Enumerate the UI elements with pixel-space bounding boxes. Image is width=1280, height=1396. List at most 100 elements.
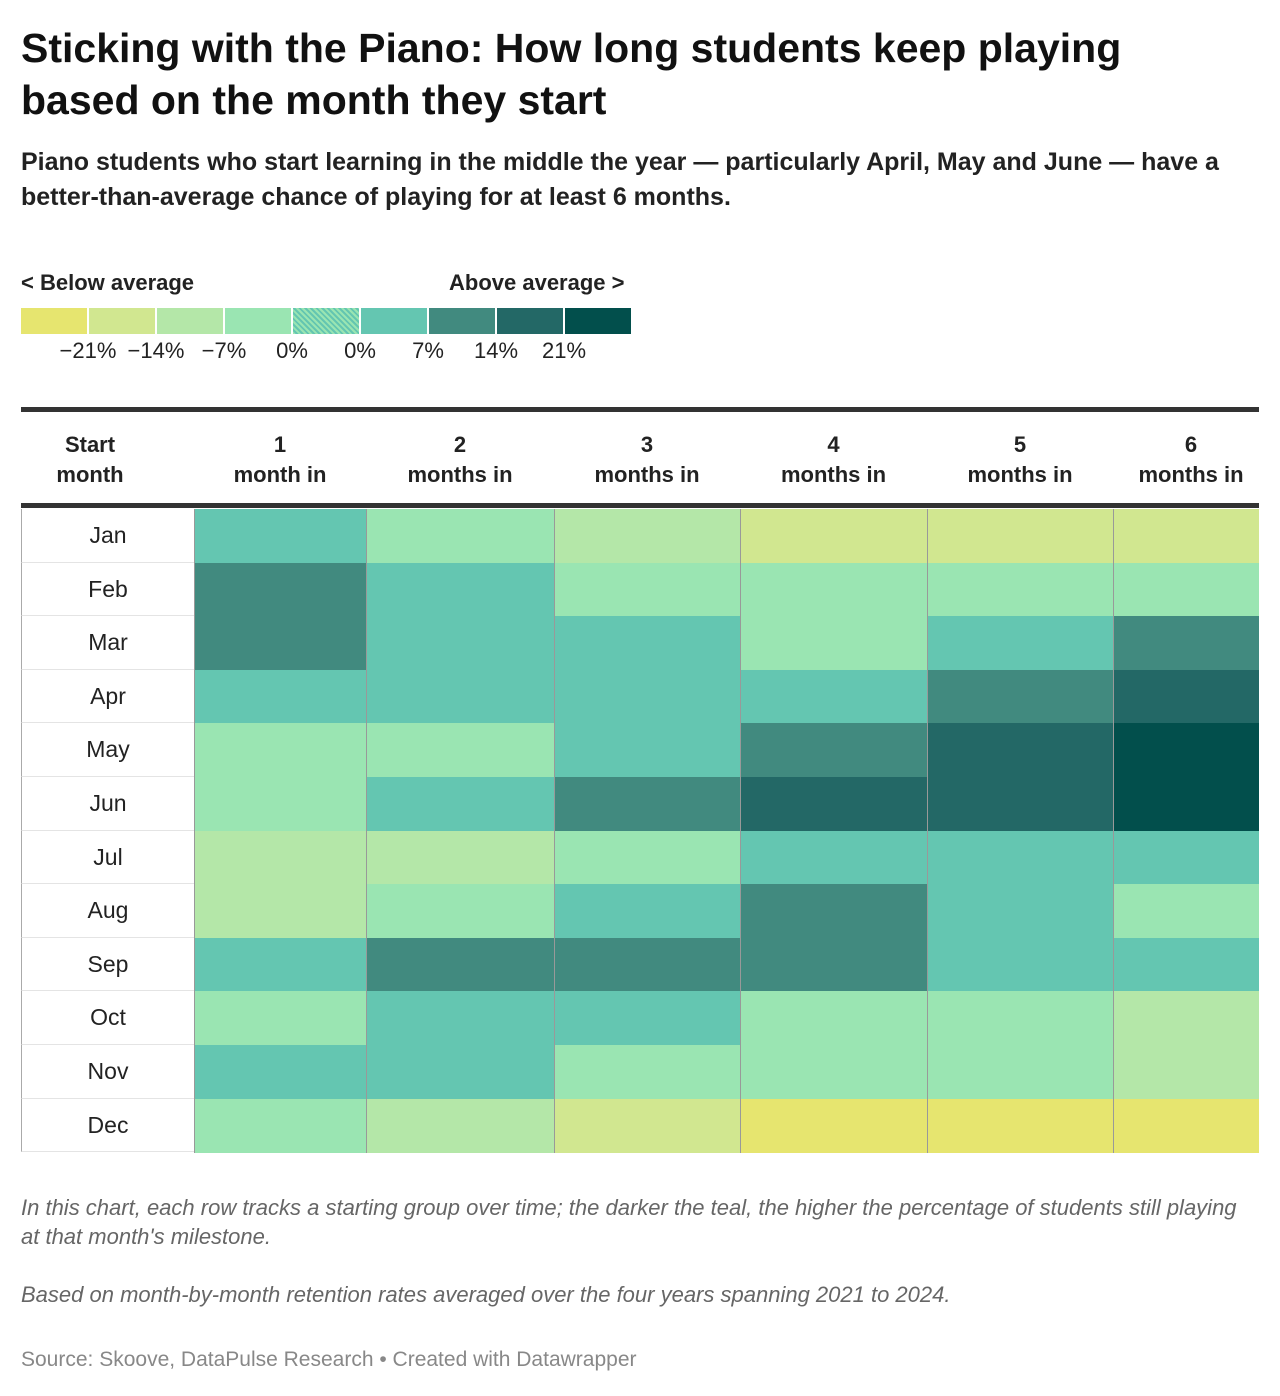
heatmap-cell [927, 777, 1113, 832]
legend-below-label: < Below average [21, 270, 195, 295]
legend-swatch [429, 308, 495, 334]
column-label: months in [967, 462, 1073, 487]
row-label: Mar [21, 616, 194, 670]
legend-tick: −7% [201, 338, 247, 363]
source-line: Source: Skoove, DataPulse Research • Cre… [21, 1348, 637, 1371]
heatmap-cell [554, 723, 740, 778]
column-label: months in [407, 462, 513, 487]
column-label: month in [233, 462, 327, 487]
note-method: Based on month-by-month retention rates … [21, 1282, 951, 1307]
legend-above-label: Above average > [449, 270, 625, 295]
heatmap-cell [194, 616, 366, 671]
heatmap-cell [194, 991, 366, 1046]
heatmap-cell [927, 1045, 1113, 1100]
heatmap-cell [194, 562, 366, 617]
heatmap-cell [554, 991, 740, 1046]
column-number: 1 [273, 432, 287, 457]
heatmap-cell [366, 1045, 554, 1100]
heatmap-cell [927, 1098, 1113, 1153]
legend-swatch [293, 308, 359, 334]
heatmap-cell [366, 1098, 554, 1153]
heatmap-cell [927, 669, 1113, 724]
legend-tick: −14% [127, 338, 185, 363]
column-header: 4 months in [740, 430, 927, 490]
legend-swatch [157, 308, 223, 334]
column-header: 6 months in [1113, 430, 1269, 490]
heatmap-cell [1113, 562, 1259, 617]
heatmap-cell [194, 723, 366, 778]
heatmap-cell [740, 509, 927, 564]
heatmap-cell [740, 669, 927, 724]
legend-swatch [89, 308, 155, 334]
heatmap-cell [1113, 509, 1259, 564]
heatmap-cell [554, 777, 740, 832]
heatmap-cell [740, 1045, 927, 1100]
heatmap-cell [194, 884, 366, 939]
heatmap-cell [194, 777, 366, 832]
column-header: 5 months in [927, 430, 1113, 490]
heatmap-cell [740, 991, 927, 1046]
legend-tick: 14% [473, 338, 519, 363]
heatmap-cell [1113, 830, 1259, 885]
heatmap-cell [1113, 777, 1259, 832]
heatmap-cell [1113, 616, 1259, 671]
legend-tick: 21% [541, 338, 587, 363]
color-legend [21, 308, 633, 334]
heatmap-cell [927, 991, 1113, 1046]
heatmap-cell [1113, 937, 1259, 992]
legend-swatch [361, 308, 427, 334]
heatmap-cell [194, 1098, 366, 1153]
heatmap-cell [554, 937, 740, 992]
heatmap-cell [927, 562, 1113, 617]
heatmap-cell [366, 830, 554, 885]
heatmap-cell [554, 884, 740, 939]
column-number: 6 [1184, 432, 1198, 457]
heatmap-cell [554, 562, 740, 617]
column-label: months in [594, 462, 700, 487]
chart-subtitle: Piano students who start learning in the… [21, 148, 1219, 211]
heatmap-cell [740, 1098, 927, 1153]
heatmap-cell [366, 884, 554, 939]
row-label: Jul [21, 830, 194, 885]
heatmap-cell [1113, 1098, 1259, 1153]
heatmap-cell [740, 616, 927, 671]
heatmap-cell [554, 669, 740, 724]
legend-tick: 0% [344, 338, 376, 363]
legend-swatch [565, 308, 631, 334]
header-start-month: Start month [56, 432, 124, 487]
row-label: Sep [21, 937, 194, 992]
heatmap-cell [554, 509, 740, 564]
heatmap-cell [740, 723, 927, 778]
heatmap-cell [194, 830, 366, 885]
column-header: 2 months in [366, 430, 554, 490]
heatmap-cell [554, 1098, 740, 1153]
row-label: Nov [21, 1045, 194, 1099]
legend-tick: 0% [276, 338, 308, 363]
heatmap-cell [554, 616, 740, 671]
column-number: 3 [640, 432, 654, 457]
column-number: 5 [1013, 432, 1027, 457]
heatmap-cell [927, 884, 1113, 939]
heatmap-cell [194, 509, 366, 564]
heatmap-cell [366, 669, 554, 724]
heatmap-cell [366, 616, 554, 671]
column-header: 1 month in [194, 430, 366, 490]
heatmap-cell [1113, 991, 1259, 1046]
heatmap-cell [366, 991, 554, 1046]
heatmap-cell [194, 1045, 366, 1100]
heatmap-cell [927, 723, 1113, 778]
column-header: 3 months in [554, 430, 740, 490]
header-rule [21, 503, 1259, 508]
heatmap-cell [366, 723, 554, 778]
row-label: Jun [21, 777, 194, 831]
heatmap-cell [927, 509, 1113, 564]
chart-title: Sticking with the Piano: How long studen… [21, 25, 1122, 123]
heatmap-cell [1113, 669, 1259, 724]
row-label: Feb [21, 562, 194, 617]
heatmap-cell [740, 830, 927, 885]
legend-swatch [225, 308, 291, 334]
heatmap-cell [194, 669, 366, 724]
heatmap-cell [927, 616, 1113, 671]
heatmap-cell [366, 509, 554, 564]
heatmap-cell [554, 830, 740, 885]
